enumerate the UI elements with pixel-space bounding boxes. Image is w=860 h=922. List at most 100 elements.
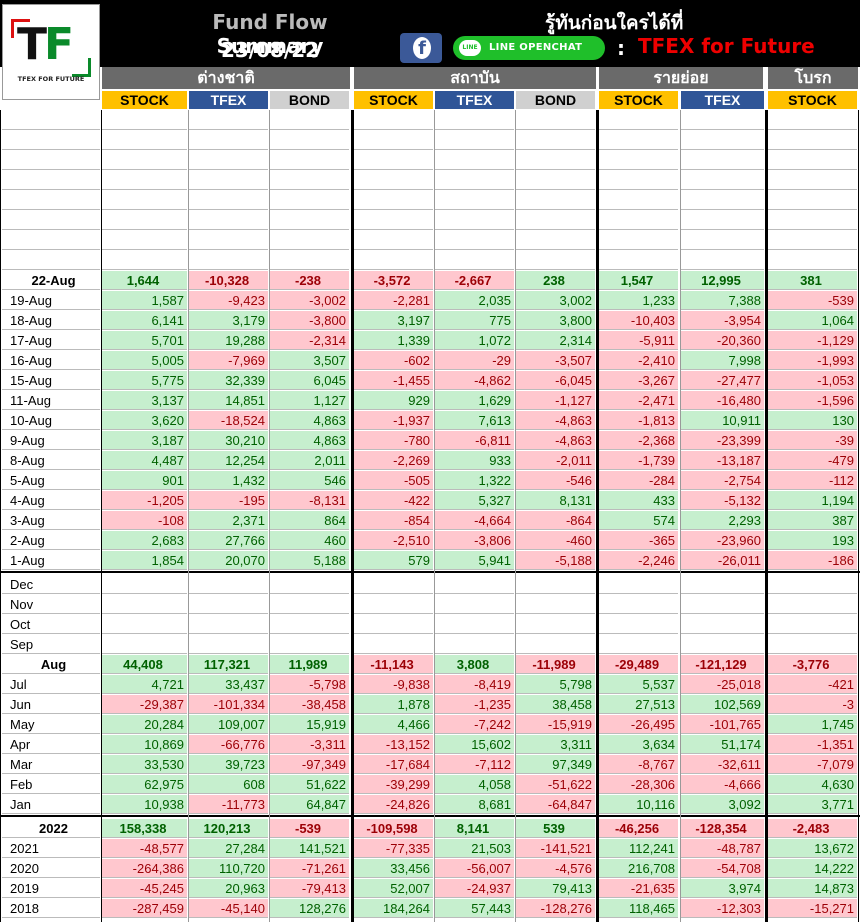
cell-inst-tfex: 5,941 — [435, 551, 514, 570]
facebook-icon[interactable]: f — [400, 33, 442, 63]
cell-retail-tfex: 102,569 — [681, 695, 764, 714]
column-divider — [0, 110, 1, 922]
cell-broker-stock — [768, 575, 857, 594]
cell-inst-bond: -1,127 — [516, 391, 595, 410]
empty-row: Nov — [2, 595, 858, 615]
cell-foreign-tfex: 608 — [189, 775, 268, 794]
line-openchat-button[interactable]: LINE LINE OPENCHAT — [453, 36, 605, 60]
cell-retail-stock: -29,489 — [599, 655, 678, 674]
cell-retail-stock: -2,368 — [599, 431, 678, 450]
cell-foreign-bond — [270, 191, 349, 210]
cell-inst-stock — [354, 635, 433, 654]
cell-inst-stock: 4,466 — [354, 715, 433, 734]
cell-broker-stock — [768, 171, 857, 190]
cell-retail-stock: -365 — [599, 531, 678, 550]
cell-foreign-bond — [270, 595, 349, 614]
cell-foreign-bond: -238 — [270, 271, 349, 290]
row-label: 17-Aug — [2, 331, 100, 350]
table-row: Apr 10,869 -66,776 -3,311 -13,152 15,602 3,311… — [2, 735, 858, 755]
cell-retail-tfex: -32,611 — [681, 755, 764, 774]
cell-inst-tfex: 2,035 — [435, 291, 514, 310]
table-row: 19-Aug 1,587 -9,423 -3,002 -2,281 2,035 3,002 1… — [2, 291, 858, 311]
cell-inst-bond: -864 — [516, 511, 595, 530]
cell-foreign-bond: 460 — [270, 531, 349, 550]
title-part2: Summary — [216, 34, 324, 58]
subheader-retail-stock: STOCK — [599, 91, 678, 109]
cell-inst-stock: -3,572 — [354, 271, 433, 290]
cell-foreign-bond: 15,919 — [270, 715, 349, 734]
cell-broker-stock: 1,194 — [768, 491, 857, 510]
cell-broker-stock: 14,222 — [768, 859, 857, 878]
cell-broker-stock: -112 — [768, 471, 857, 490]
cell-foreign-stock — [102, 635, 187, 654]
cell-inst-bond: 8,131 — [516, 491, 595, 510]
table-row: 1-Aug 1,854 20,070 5,188 579 5,941 -5,188 -2,24… — [2, 551, 858, 571]
cell-foreign-stock: -264,386 — [102, 859, 187, 878]
logo-subtitle: TFEX FOR FUTURE — [17, 75, 85, 83]
cell-inst-tfex: -8,419 — [435, 675, 514, 694]
cell-broker-stock: -479 — [768, 451, 857, 470]
table-row: 17-Aug 5,701 19,288 -2,314 1,339 1,072 2,314 -5… — [2, 331, 858, 351]
header-colon: : — [617, 36, 625, 60]
cell-retail-stock: 5,537 — [599, 675, 678, 694]
column-divider — [101, 110, 102, 922]
row-label: 2022 — [2, 819, 100, 838]
cell-inst-bond: 97,349 — [516, 755, 595, 774]
cell-retail-stock — [599, 191, 678, 210]
cell-foreign-tfex: 20,070 — [189, 551, 268, 570]
cell-foreign-tfex — [189, 251, 268, 270]
cell-foreign-bond: 2,011 — [270, 451, 349, 470]
cell-foreign-stock — [102, 191, 187, 210]
cell-broker-stock — [768, 231, 857, 250]
cell-inst-tfex: 57,443 — [435, 899, 514, 918]
cell-foreign-tfex: -9,423 — [189, 291, 268, 310]
cell-retail-tfex: -23,960 — [681, 531, 764, 550]
cell-retail-stock: -3,267 — [599, 371, 678, 390]
cell-foreign-tfex: 32,339 — [189, 371, 268, 390]
cell-inst-stock: 3,197 — [354, 311, 433, 330]
cell-foreign-tfex: -7,969 — [189, 351, 268, 370]
cell-foreign-stock — [102, 151, 187, 170]
cell-foreign-tfex: 12,254 — [189, 451, 268, 470]
cell-retail-stock: 112,241 — [599, 839, 678, 858]
cell-inst-bond: 3,800 — [516, 311, 595, 330]
cell-foreign-tfex: -45,140 — [189, 899, 268, 918]
cell-inst-tfex: 8,141 — [435, 819, 514, 838]
column-divider — [596, 110, 599, 922]
cell-foreign-bond: -38,458 — [270, 695, 349, 714]
row-label — [2, 151, 100, 170]
cell-foreign-tfex: 33,437 — [189, 675, 268, 694]
cell-inst-stock: -422 — [354, 491, 433, 510]
cell-foreign-stock: 10,869 — [102, 735, 187, 754]
cell-retail-stock — [599, 635, 678, 654]
cell-foreign-bond: -97,349 — [270, 755, 349, 774]
row-label: 10-Aug — [2, 411, 100, 430]
cell-broker-stock: -1,053 — [768, 371, 857, 390]
cell-retail-tfex — [681, 575, 764, 594]
row-label: Nov — [2, 595, 100, 614]
subheader-inst-stock: STOCK — [354, 91, 433, 109]
cell-retail-stock: -1,739 — [599, 451, 678, 470]
cell-retail-stock — [599, 251, 678, 270]
cell-foreign-tfex: -101,334 — [189, 695, 268, 714]
cell-inst-tfex: -2,667 — [435, 271, 514, 290]
row-label: 8-Aug — [2, 451, 100, 470]
cell-retail-tfex: -25,018 — [681, 675, 764, 694]
cell-broker-stock: 13,672 — [768, 839, 857, 858]
cell-inst-tfex — [435, 111, 514, 130]
group-retail: รายย่อย — [599, 67, 763, 89]
cell-inst-stock: 1,878 — [354, 695, 433, 714]
cell-inst-bond: -141,521 — [516, 839, 595, 858]
cell-foreign-tfex — [189, 575, 268, 594]
column-divider — [269, 110, 270, 922]
cell-inst-tfex: 1,072 — [435, 331, 514, 350]
cell-foreign-stock — [102, 251, 187, 270]
cell-inst-bond: 539 — [516, 819, 595, 838]
table-row: 11-Aug 3,137 14,851 1,127 929 1,629 -1,127 -2,4… — [2, 391, 858, 411]
empty-row: Oct — [2, 615, 858, 635]
cell-inst-stock: -602 — [354, 351, 433, 370]
cell-foreign-bond: 546 — [270, 471, 349, 490]
cell-foreign-bond: 141,521 — [270, 839, 349, 858]
cell-retail-stock — [599, 615, 678, 634]
cell-inst-tfex: 4,058 — [435, 775, 514, 794]
